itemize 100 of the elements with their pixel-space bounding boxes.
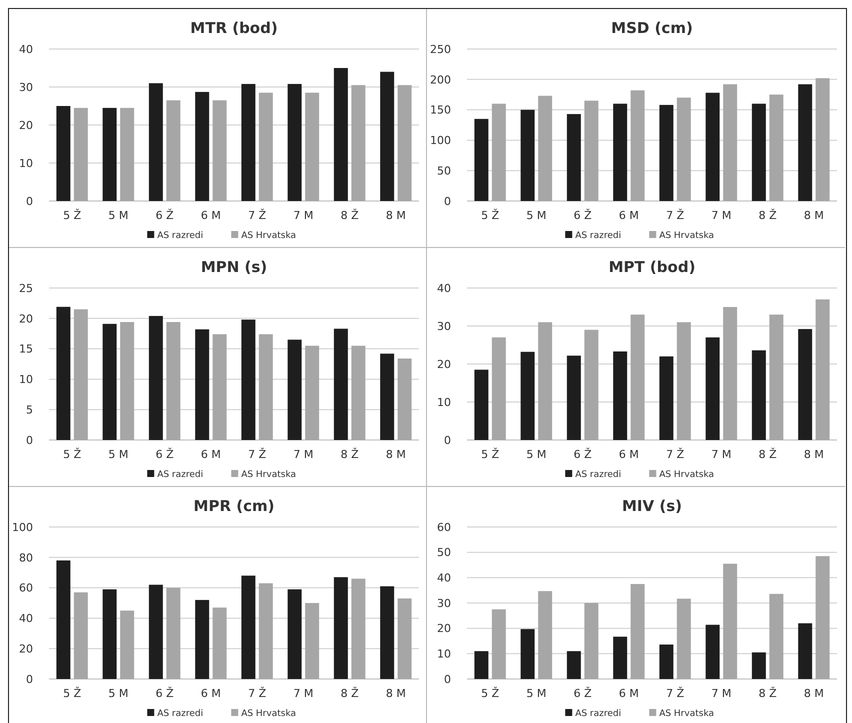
y-tick-label: 100 <box>430 134 451 148</box>
y-tick-label: 10 <box>19 373 33 386</box>
legend-label: AS razredi <box>157 709 204 719</box>
x-tick-label: 7 Ž <box>248 686 267 700</box>
bar <box>305 92 320 201</box>
y-tick-label: 30 <box>437 596 451 610</box>
y-tick-label: 20 <box>437 358 451 371</box>
bar <box>74 592 88 679</box>
chart-title: MTR (bod) <box>190 19 278 37</box>
bar <box>74 309 88 440</box>
legend-label: AS Hrvatska <box>241 470 296 480</box>
bar <box>334 577 348 679</box>
bar <box>769 594 784 679</box>
bar <box>492 337 506 440</box>
y-tick-label: 30 <box>19 80 33 94</box>
chart-title: MIV (s) <box>622 497 682 515</box>
bar <box>566 114 581 201</box>
chart-title: MPR (cm) <box>194 497 274 515</box>
x-tick-label: 7 M <box>711 209 732 222</box>
bar <box>816 299 830 440</box>
x-tick-label: 8 M <box>804 448 824 461</box>
bar <box>474 370 488 440</box>
y-tick-label: 250 <box>430 42 451 56</box>
chart-title: MSD (cm) <box>611 19 693 37</box>
x-tick-label: 7 Ž <box>248 208 267 222</box>
legend-label: AS razredi <box>157 231 204 241</box>
y-tick-label: 10 <box>19 156 33 170</box>
bar <box>195 92 210 201</box>
x-tick-label: 7 M <box>293 209 314 222</box>
x-tick-label: 7 M <box>711 687 732 700</box>
y-tick-label: 10 <box>437 396 451 409</box>
bar <box>56 106 70 201</box>
bar <box>584 330 598 440</box>
bar <box>120 108 134 201</box>
bar <box>334 328 348 440</box>
x-tick-label: 7 Ž <box>248 447 267 461</box>
legend-label: AS Hrvatska <box>659 470 714 480</box>
bar <box>798 84 812 201</box>
bar <box>752 652 766 679</box>
bar <box>723 84 738 201</box>
bar <box>102 108 117 201</box>
x-tick-label: 5 M <box>108 448 128 461</box>
bar <box>241 576 256 679</box>
bar <box>769 314 784 440</box>
bar <box>288 340 302 440</box>
y-tick-label: 40 <box>19 612 33 626</box>
bar <box>74 108 88 201</box>
x-tick-label: 6 M <box>200 687 221 700</box>
y-tick-label: 40 <box>437 572 451 585</box>
x-tick-label: 5 M <box>526 209 546 222</box>
y-tick-label: 40 <box>19 42 33 56</box>
bar <box>584 100 598 201</box>
bar <box>659 356 674 440</box>
bar <box>148 83 163 201</box>
x-tick-label: 8 M <box>386 448 406 461</box>
bar <box>380 354 394 440</box>
bar <box>630 584 645 679</box>
bar <box>148 584 163 679</box>
x-tick-label: 7 M <box>711 448 732 461</box>
x-tick-label: 5 Ž <box>481 686 500 700</box>
bar <box>120 322 134 440</box>
x-tick-label: 5 M <box>108 687 128 700</box>
bar <box>798 623 812 679</box>
y-tick-label: 0 <box>444 672 451 686</box>
y-tick-label: 40 <box>437 282 451 295</box>
bar <box>305 346 320 440</box>
chart-title: MPN (s) <box>200 258 268 276</box>
x-tick-label: 6 M <box>200 448 221 461</box>
x-tick-label: 8 Ž <box>758 447 778 461</box>
y-tick-label: 20 <box>19 118 33 132</box>
bar <box>288 589 302 679</box>
bar <box>351 85 366 201</box>
bar <box>769 94 784 201</box>
bar <box>538 96 552 201</box>
x-tick-label: 5 M <box>526 687 546 700</box>
legend-label: AS Hrvatska <box>659 709 714 719</box>
bar <box>398 358 412 440</box>
bar <box>538 322 552 440</box>
x-tick-label: 7 Ž <box>666 447 685 461</box>
y-tick-label: 25 <box>19 282 33 295</box>
x-tick-label: 6 M <box>618 687 639 700</box>
legend-label: AS Hrvatska <box>241 709 296 719</box>
bar <box>798 329 812 440</box>
x-tick-label: 8 Ž <box>340 447 360 461</box>
bar <box>706 92 720 201</box>
x-tick-label: 5 Ž <box>63 447 82 461</box>
bar <box>723 307 738 440</box>
bar <box>566 651 581 679</box>
bar <box>613 636 628 679</box>
bar <box>816 78 830 201</box>
bar <box>56 306 70 440</box>
bar <box>166 322 180 440</box>
legend-label: AS razredi <box>575 470 622 480</box>
legend-label: AS Hrvatska <box>659 231 714 241</box>
y-tick-label: 10 <box>437 648 451 661</box>
legend-label: AS razredi <box>575 709 622 719</box>
x-tick-label: 6 Ž <box>156 686 174 700</box>
bar <box>102 324 117 440</box>
bar <box>288 84 302 201</box>
bar <box>566 356 581 440</box>
